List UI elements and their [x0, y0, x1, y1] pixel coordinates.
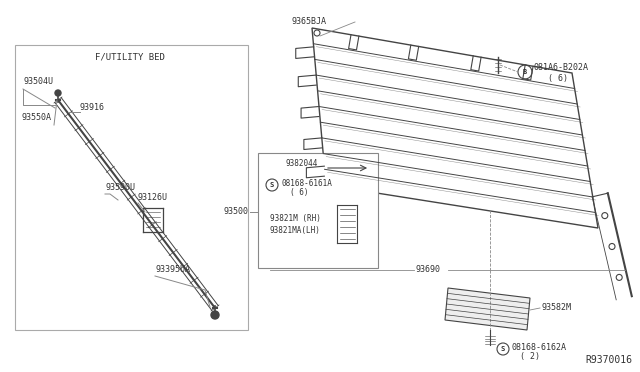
Text: 93690: 93690 — [416, 266, 441, 275]
Bar — [258, 153, 378, 268]
Text: 93821M (RH): 93821M (RH) — [270, 214, 321, 222]
Text: 93821MA(LH): 93821MA(LH) — [270, 225, 321, 234]
Text: 93504U: 93504U — [23, 77, 53, 87]
Text: 08168-6162A: 08168-6162A — [512, 343, 567, 352]
Text: F/UTILITY BED: F/UTILITY BED — [95, 52, 165, 61]
Circle shape — [55, 90, 61, 96]
Text: 93582M: 93582M — [542, 304, 572, 312]
Text: R9370016: R9370016 — [585, 355, 632, 365]
Text: 08168-6161A: 08168-6161A — [282, 179, 333, 187]
Text: B: B — [523, 69, 527, 75]
Text: ( 2): ( 2) — [520, 353, 540, 362]
Circle shape — [211, 311, 219, 319]
Text: 93126U: 93126U — [138, 192, 168, 202]
Text: 081A6-B202A: 081A6-B202A — [534, 64, 589, 73]
Text: 93916: 93916 — [80, 103, 105, 112]
Text: 93550A: 93550A — [22, 113, 52, 122]
Text: ( 6): ( 6) — [290, 189, 308, 198]
Text: 93395UA: 93395UA — [155, 266, 190, 275]
Text: S: S — [501, 346, 505, 352]
Text: ( 6): ( 6) — [548, 74, 568, 83]
Text: S: S — [270, 182, 274, 188]
Text: 93590U: 93590U — [105, 183, 135, 192]
Text: 9382044: 9382044 — [285, 158, 317, 167]
Polygon shape — [445, 288, 530, 330]
Text: 9365BJA: 9365BJA — [292, 17, 327, 26]
Text: 93500: 93500 — [223, 208, 248, 217]
Bar — [15, 45, 248, 330]
